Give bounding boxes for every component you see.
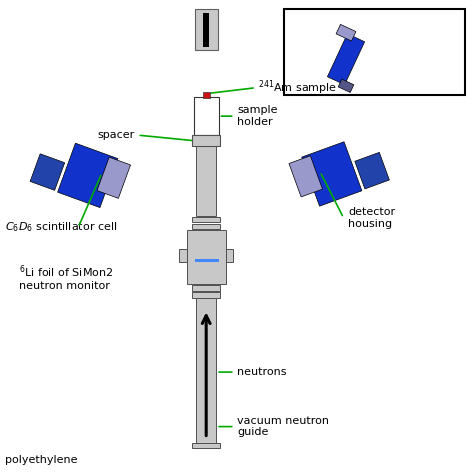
Text: $C_6D_6$ scintillator cell: $C_6D_6$ scintillator cell: [5, 220, 117, 235]
Text: spacer: spacer: [98, 130, 135, 140]
Bar: [192, 285, 220, 291]
Polygon shape: [302, 142, 362, 206]
Bar: [192, 135, 220, 146]
Bar: [179, 249, 187, 262]
Polygon shape: [97, 157, 130, 198]
Bar: [192, 224, 220, 229]
Text: vacuum neutron
guide: vacuum neutron guide: [237, 416, 329, 438]
Bar: [192, 217, 220, 222]
Text: sample
holder: sample holder: [237, 105, 277, 127]
Bar: [194, 97, 219, 135]
Polygon shape: [328, 34, 365, 85]
Polygon shape: [30, 154, 64, 191]
Bar: [187, 230, 226, 284]
Text: polyethylene: polyethylene: [5, 455, 77, 465]
Text: neutrons: neutrons: [237, 367, 286, 377]
Text: $^6$Li foil of SiMon2
neutron monitor: $^6$Li foil of SiMon2 neutron monitor: [19, 263, 113, 292]
Polygon shape: [289, 156, 322, 197]
Bar: [192, 443, 220, 448]
Bar: [284, 9, 465, 95]
Bar: [192, 292, 220, 298]
Polygon shape: [355, 152, 389, 189]
Bar: [226, 249, 233, 262]
Bar: [203, 92, 210, 98]
Text: $^{241}$Am sample: $^{241}$Am sample: [258, 78, 337, 97]
Bar: [196, 146, 216, 216]
Bar: [196, 298, 216, 443]
Bar: [195, 9, 218, 50]
Polygon shape: [336, 24, 356, 41]
Polygon shape: [58, 143, 118, 208]
Text: detector
housing: detector housing: [348, 207, 395, 229]
Bar: [203, 13, 209, 47]
Polygon shape: [338, 79, 354, 92]
